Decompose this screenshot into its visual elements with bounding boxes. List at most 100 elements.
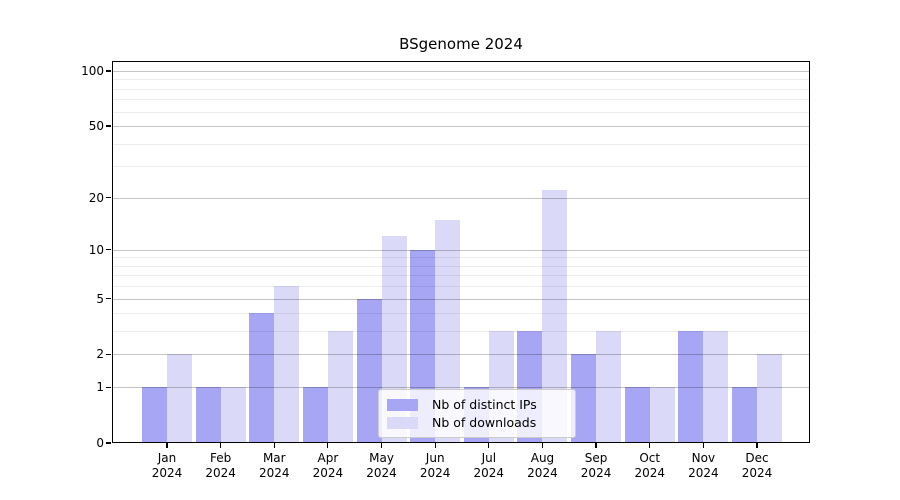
gridline-minor-40 — [112, 143, 810, 145]
x-tick-apr — [327, 443, 329, 448]
x-tick-label-apr: Apr 2024 — [298, 451, 358, 481]
x-tick-month-apr: Apr — [317, 451, 339, 465]
y-tick-label-5: 5 — [96, 291, 104, 306]
bar-nb-of-downloads-mar — [274, 286, 300, 443]
x-tick-month-jan: Jan — [157, 451, 177, 465]
bar-nb-of-downloads-nov — [703, 331, 729, 443]
x-tick-month-mar: Mar — [262, 451, 286, 465]
bar-nb-of-downloads-sep — [596, 331, 622, 443]
x-tick-oct — [649, 443, 651, 448]
legend-item-downloads: Nb of downloads — [387, 414, 567, 431]
x-tick-label-jul: Jul 2024 — [459, 451, 519, 481]
gridline-minor-30 — [112, 166, 810, 168]
x-tick-nov — [702, 443, 704, 448]
gridline-major-100 — [112, 71, 810, 72]
x-tick-year-aug: 2024 — [527, 466, 558, 480]
bar-nb-of-distinct-ips-apr — [302, 387, 328, 443]
y-tick-label-20: 20 — [88, 190, 104, 205]
bar-nb-of-downloads-feb — [220, 387, 246, 443]
x-tick-label-nov: Nov 2024 — [673, 451, 733, 481]
gridline-minor-80 — [112, 88, 810, 90]
x-tick-year-oct: 2024 — [634, 466, 665, 480]
x-tick-year-jul: 2024 — [473, 466, 505, 480]
gridline-major-2 — [112, 354, 810, 356]
x-tick-jan — [166, 443, 168, 448]
y-tick-label-100: 100 — [81, 63, 104, 78]
x-tick-month-may: May — [369, 451, 394, 465]
legend: Nb of distinct IPs Nb of downloads — [378, 389, 576, 438]
bar-nb-of-distinct-ips-may — [356, 298, 382, 443]
bar-nb-of-distinct-ips-mar — [249, 313, 275, 443]
bar-nb-of-downloads-jan — [167, 354, 192, 443]
y-tick-100 — [106, 70, 111, 72]
chart-title: BSgenome 2024 — [399, 35, 523, 53]
y-tick-2 — [106, 353, 111, 356]
x-tick-label-feb: Feb 2024 — [191, 451, 251, 481]
x-tick-year-jan: 2024 — [151, 466, 183, 480]
x-tick-label-oct: Oct 2024 — [620, 451, 680, 481]
bar-nb-of-distinct-ips-feb — [195, 387, 221, 443]
y-tick-5 — [106, 297, 111, 300]
y-tick-50 — [106, 125, 111, 127]
x-tick-may — [380, 443, 383, 448]
x-tick-label-jan: Jan 2024 — [137, 451, 197, 481]
gridline-minor-9 — [112, 257, 810, 259]
legend-swatch-downloads — [387, 416, 418, 429]
x-tick-feb — [220, 443, 222, 448]
x-tick-label-sep: Sep 2024 — [566, 451, 626, 481]
gridline-major-5 — [112, 298, 810, 300]
y-tick-label-50: 50 — [88, 119, 104, 134]
x-tick-year-feb: 2024 — [205, 466, 236, 480]
bar-nb-of-distinct-ips-dec — [732, 387, 757, 443]
gridline-major-1 — [112, 387, 810, 389]
x-tick-aug — [541, 443, 544, 448]
x-tick-label-mar: Mar 2024 — [244, 451, 304, 481]
bar-nb-of-distinct-ips-oct — [624, 387, 650, 443]
x-tick-sep — [595, 443, 597, 448]
y-tick-label-2: 2 — [96, 347, 104, 362]
x-tick-jun — [434, 443, 436, 448]
x-tick-label-aug: Aug 2024 — [512, 451, 572, 481]
legend-label-downloads: Nb of downloads — [432, 415, 537, 430]
x-tick-year-sep: 2024 — [580, 466, 612, 480]
x-tick-dec — [756, 443, 758, 448]
bar-nb-of-downloads-oct — [649, 387, 675, 443]
y-tick-1 — [106, 386, 111, 388]
gridline-minor-8 — [112, 265, 810, 267]
gridline-minor-60 — [112, 111, 810, 113]
x-tick-year-dec: 2024 — [741, 466, 773, 480]
y-tick-label-0: 0 — [96, 436, 104, 450]
y-tick-label-10: 10 — [88, 242, 104, 257]
x-tick-year-nov: 2024 — [688, 466, 719, 480]
x-tick-label-jun: Jun 2024 — [405, 451, 465, 481]
x-tick-month-nov: Nov — [691, 451, 716, 465]
x-tick-month-feb: Feb — [210, 451, 232, 465]
y-tick-0 — [106, 442, 111, 444]
gridline-major-20 — [112, 197, 810, 199]
x-tick-year-mar: 2024 — [258, 466, 290, 480]
bar-nb-of-downloads-dec — [757, 354, 782, 443]
bar-nb-of-distinct-ips-nov — [678, 331, 704, 443]
x-tick-month-dec: Dec — [745, 451, 769, 465]
x-tick-month-oct: Oct — [639, 451, 661, 465]
x-tick-year-jun: 2024 — [419, 466, 451, 480]
gridline-minor-6 — [112, 286, 810, 288]
x-tick-jul — [488, 443, 490, 448]
x-tick-month-jun: Jun — [425, 451, 445, 465]
x-tick-month-sep: Sep — [584, 451, 608, 465]
legend-swatch-distinct-ips — [387, 398, 418, 411]
y-tick-10 — [106, 249, 111, 251]
gridline-minor-4 — [112, 313, 810, 315]
x-tick-year-may: 2024 — [366, 466, 397, 480]
y-tick-20 — [106, 196, 111, 199]
bar-nb-of-downloads-apr — [327, 331, 353, 443]
x-tick-month-jul: Jul — [481, 451, 497, 465]
legend-item-distinct-ips: Nb of distinct IPs — [387, 396, 567, 413]
y-tick-label-1: 1 — [96, 380, 104, 395]
gridline-minor-3 — [112, 331, 810, 333]
gridline-major-10 — [112, 249, 810, 251]
legend-label-distinct-ips: Nb of distinct IPs — [432, 397, 537, 412]
x-tick-label-may: May 2024 — [352, 451, 412, 481]
x-tick-month-aug: Aug — [530, 451, 555, 465]
